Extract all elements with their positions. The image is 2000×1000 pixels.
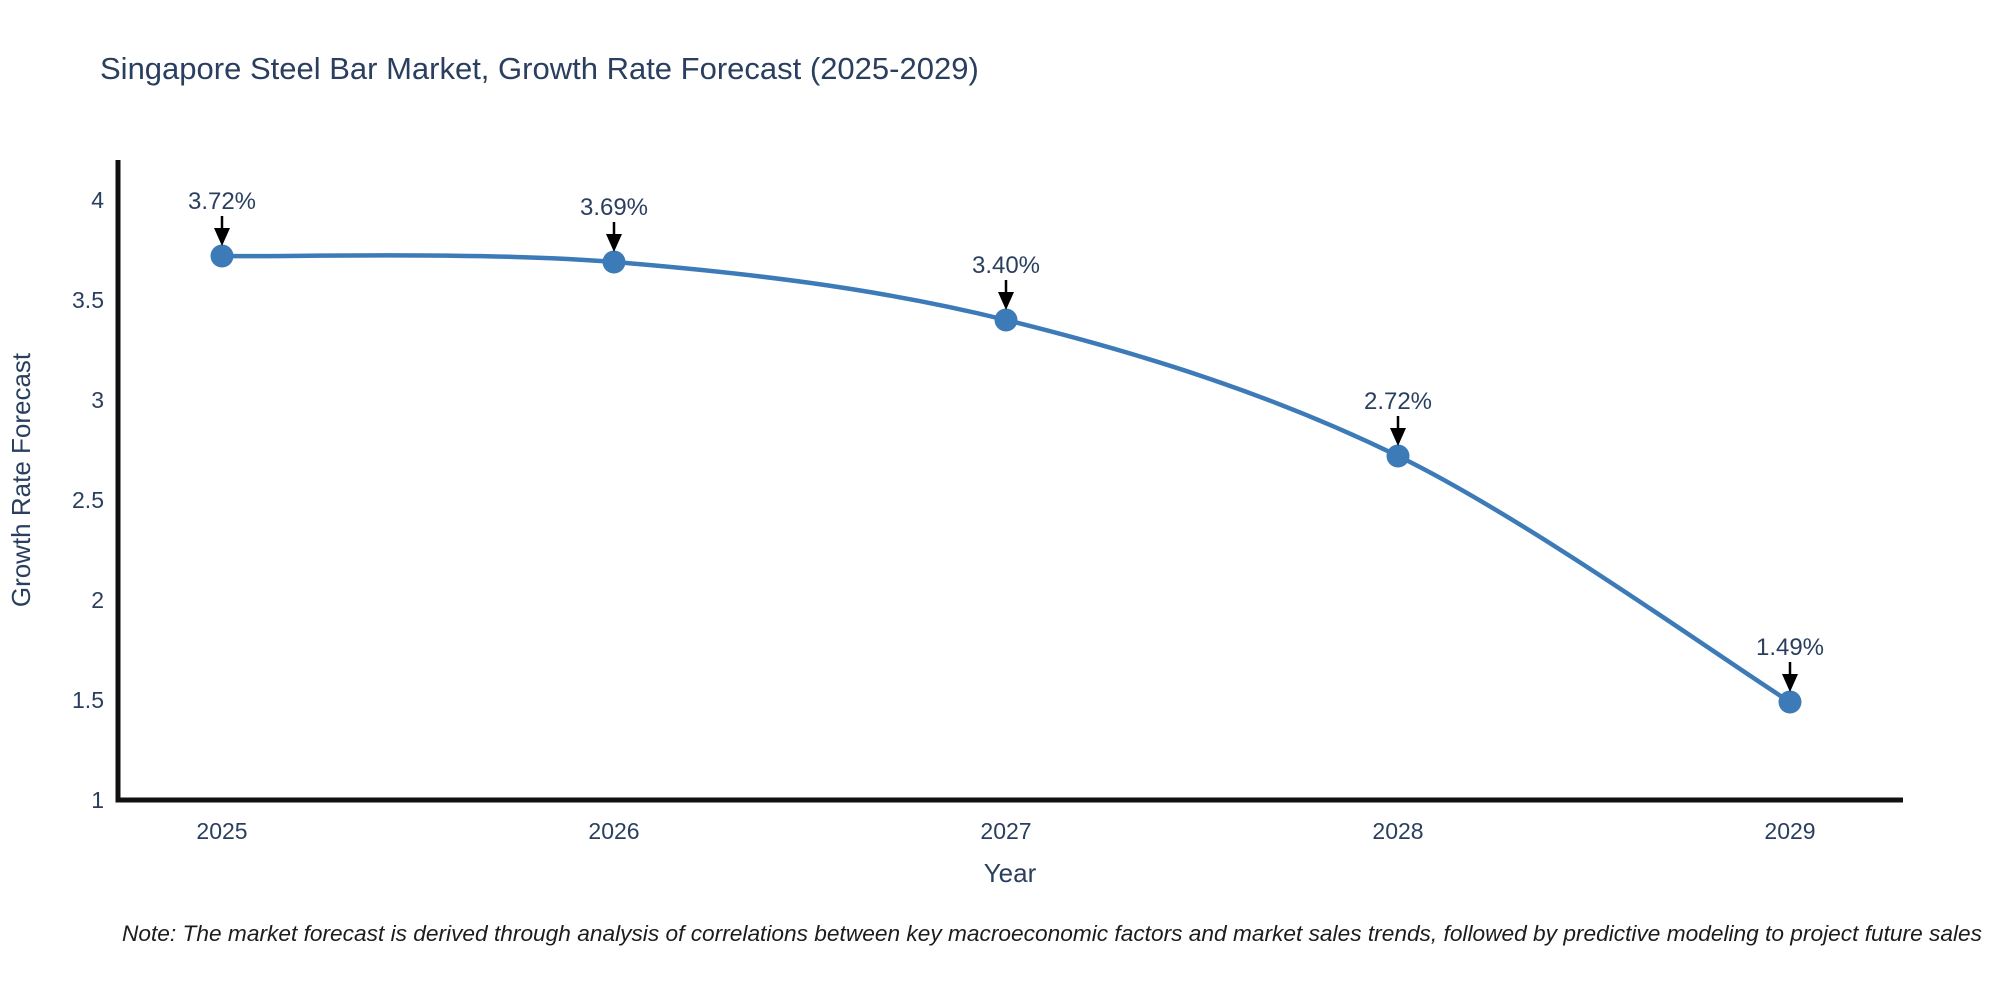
footnote: Note: The market forecast is derived thr… — [122, 921, 1982, 946]
y-tick-label-1: 1 — [91, 787, 104, 813]
annotation-label-2029: 1.49% — [1756, 634, 1824, 661]
annotation-arrowhead-icon — [998, 292, 1014, 310]
x-tick-label-2026: 2026 — [588, 818, 639, 844]
y-tick-label-1.5: 1.5 — [72, 687, 104, 713]
point-annotations: 3.72% 3.69% 3.40% 2.72% 1.49% — [188, 188, 1824, 692]
y-tick-label-2: 2 — [91, 587, 104, 613]
annotation-2026: 3.69% — [580, 194, 648, 252]
annotation-label-2026: 3.69% — [580, 194, 648, 221]
annotation-arrowhead-icon — [1782, 674, 1798, 692]
y-tick-label-4: 4 — [91, 187, 104, 213]
x-axis-title: Year — [984, 858, 1037, 888]
annotation-arrowhead-icon — [214, 228, 230, 246]
x-axis-tick-labels: 2025 2026 2027 2028 2029 — [196, 818, 1815, 844]
y-axis-title: Growth Rate Forecast — [6, 352, 36, 607]
x-tick-label-2029: 2029 — [1764, 818, 1815, 844]
annotation-arrowhead-icon — [1390, 428, 1406, 446]
data-point-2025[interactable] — [210, 244, 234, 268]
data-point-2026[interactable] — [602, 250, 626, 274]
y-tick-label-3: 3 — [91, 387, 104, 413]
annotation-2028: 2.72% — [1364, 388, 1432, 446]
annotation-2027: 3.40% — [972, 252, 1040, 310]
y-tick-label-2.5: 2.5 — [72, 487, 104, 513]
data-point-markers — [210, 244, 1802, 714]
chart-title: Singapore Steel Bar Market, Growth Rate … — [100, 51, 979, 86]
x-tick-label-2028: 2028 — [1372, 818, 1423, 844]
annotation-label-2025: 3.72% — [188, 188, 256, 215]
x-tick-label-2027: 2027 — [980, 818, 1031, 844]
data-point-2028[interactable] — [1386, 444, 1410, 468]
annotation-arrowhead-icon — [606, 234, 622, 252]
y-axis-tick-labels: 1 1.5 2 2.5 3 3.5 4 — [72, 187, 104, 813]
x-tick-label-2025: 2025 — [196, 818, 247, 844]
data-point-2027[interactable] — [994, 308, 1018, 332]
annotation-label-2028: 2.72% — [1364, 388, 1432, 415]
annotation-2025: 3.72% — [188, 188, 256, 246]
annotation-label-2027: 3.40% — [972, 252, 1040, 279]
y-tick-label-3.5: 3.5 — [72, 287, 104, 313]
data-point-2029[interactable] — [1778, 690, 1802, 714]
annotation-2029: 1.49% — [1756, 634, 1824, 692]
